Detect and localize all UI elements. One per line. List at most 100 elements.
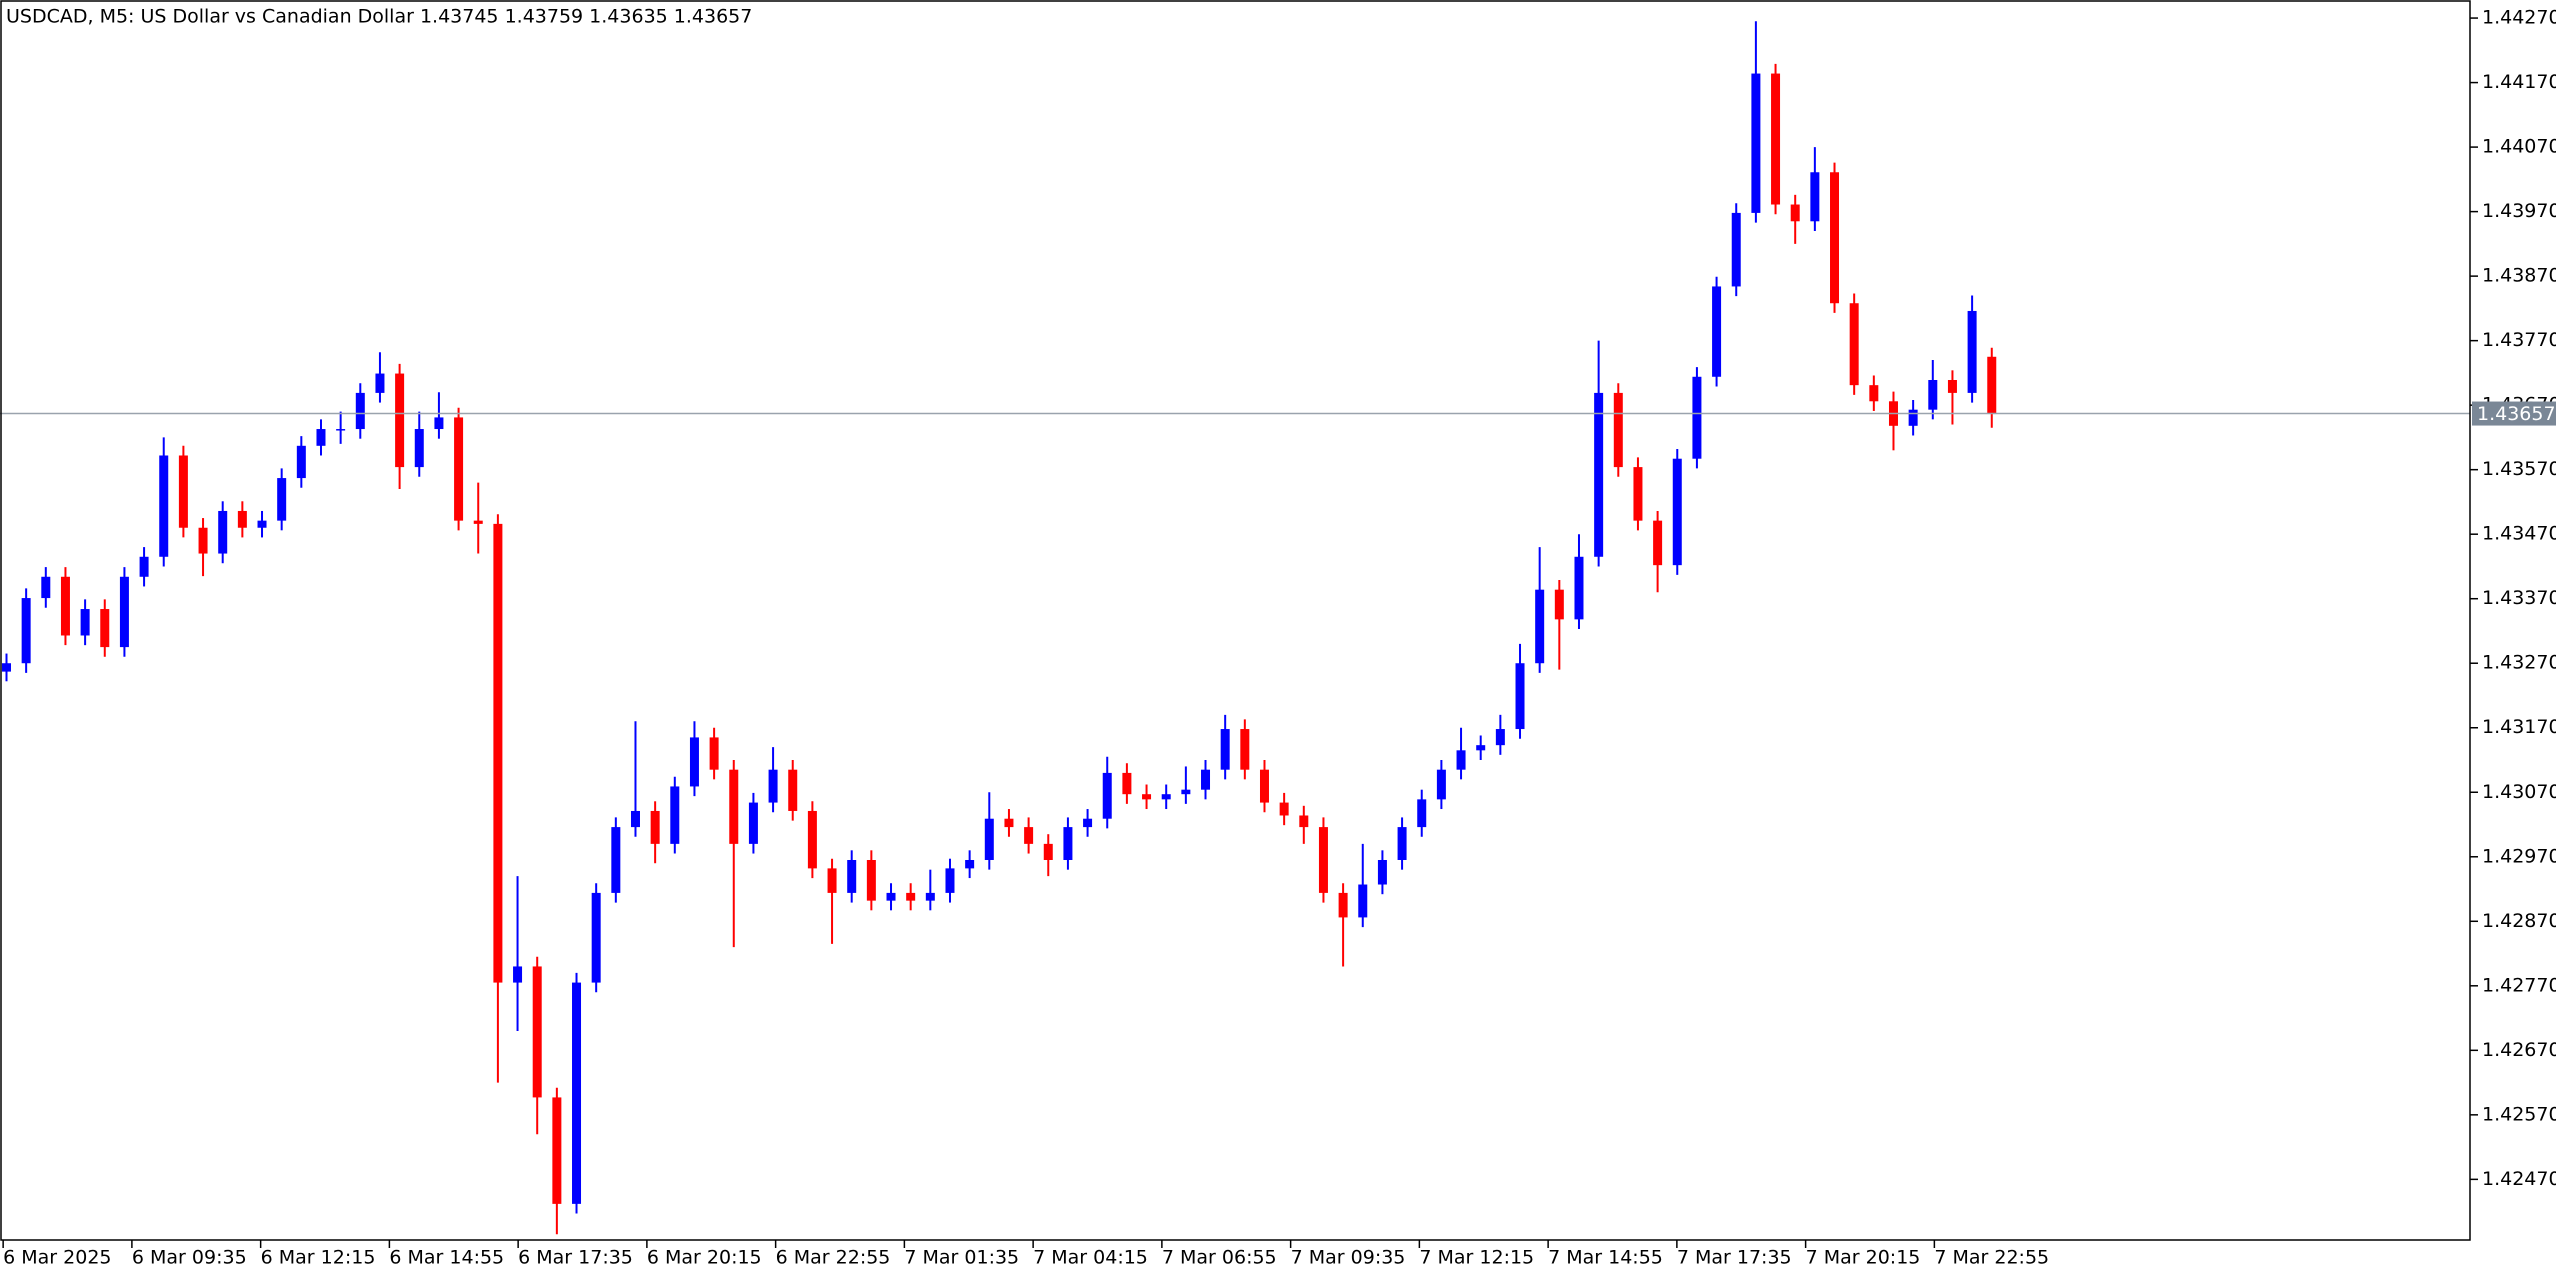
- y-tick-label: 1.43770: [2482, 329, 2556, 351]
- x-tick-label: 7 Mar 22:55: [1934, 1247, 2049, 1269]
- plot-frame: [0, 0, 2471, 1241]
- candle-body: [1397, 827, 1407, 860]
- candle-body: [1436, 769, 1446, 800]
- candle-body: [1259, 769, 1269, 803]
- candle-body: [336, 429, 346, 431]
- candle-body: [1, 663, 11, 672]
- candle-body: [1338, 892, 1348, 918]
- candle-body: [1712, 286, 1722, 377]
- candle-body: [1967, 310, 1977, 393]
- candle-body: [650, 810, 660, 844]
- candle-body: [532, 966, 542, 1098]
- candle-body: [748, 802, 758, 844]
- candle-body: [1908, 409, 1918, 426]
- candle-body: [1495, 729, 1505, 746]
- candle-body: [1043, 843, 1053, 860]
- plot-area: [0, 21, 2470, 1235]
- candle-body: [886, 892, 896, 901]
- candle-body: [119, 576, 129, 648]
- candle-body: [552, 1097, 562, 1204]
- chart-title: USDCAD, M5: US Dollar vs Canadian Dollar…: [6, 6, 752, 28]
- candle-body: [454, 417, 464, 521]
- x-tick-label: 7 Mar 04:15: [1033, 1247, 1148, 1269]
- y-tick-label: 1.42470: [2482, 1168, 2556, 1190]
- candle-body: [945, 868, 955, 893]
- x-tick-label: 6 Mar 22:55: [776, 1247, 891, 1269]
- candle-body: [1633, 467, 1643, 521]
- x-tick-label: 7 Mar 12:15: [1419, 1247, 1534, 1269]
- candle-body: [689, 737, 699, 787]
- x-tick-label: 7 Mar 06:55: [1162, 1247, 1277, 1269]
- y-tick-label: 1.44170: [2482, 71, 2556, 93]
- candle-body: [1456, 750, 1466, 770]
- candle-body: [1731, 212, 1741, 287]
- candle-body: [178, 455, 188, 528]
- candle-body: [1181, 789, 1191, 795]
- candle-body: [41, 576, 51, 599]
- candle-body: [1653, 520, 1663, 566]
- candle-body: [670, 786, 680, 844]
- candle-body: [1672, 458, 1682, 566]
- candle-body: [866, 860, 876, 901]
- candle-body: [1613, 392, 1623, 468]
- candle-body: [788, 769, 798, 811]
- candle-body: [493, 523, 503, 983]
- candle-body: [1987, 356, 1997, 414]
- candle-body: [1574, 556, 1584, 620]
- candle-body: [257, 520, 267, 528]
- x-tick-label: 6 Mar 14:55: [389, 1247, 504, 1269]
- candle-body: [434, 417, 444, 430]
- candle-body: [1004, 818, 1014, 828]
- candle-body: [80, 609, 90, 636]
- y-tick-label: 1.43170: [2482, 716, 2556, 738]
- candle-body: [1142, 794, 1152, 800]
- candle-body: [355, 392, 365, 430]
- candle-body: [21, 598, 31, 664]
- candle-body: [395, 373, 405, 468]
- candle-body: [1810, 172, 1820, 222]
- y-tick-label: 1.43570: [2482, 458, 2556, 480]
- candle-body: [198, 527, 208, 554]
- candle-body: [1751, 73, 1761, 213]
- candle-body: [847, 860, 857, 893]
- candle-body: [1083, 818, 1093, 828]
- candle-body: [296, 445, 306, 479]
- y-tick-label: 1.43470: [2482, 523, 2556, 545]
- candle-body: [1377, 860, 1387, 885]
- candle-body: [572, 982, 582, 1204]
- y-tick-label: 1.43270: [2482, 652, 2556, 674]
- candle-body: [1102, 772, 1112, 819]
- candle-body: [1928, 380, 1938, 410]
- candle-body: [1122, 772, 1132, 795]
- y-tick-label: 1.42870: [2482, 910, 2556, 932]
- candle-body: [906, 892, 916, 901]
- candle-body: [709, 737, 719, 770]
- candle-body: [1240, 729, 1250, 770]
- candle-body: [218, 510, 228, 554]
- candle-body: [1947, 380, 1957, 393]
- candle-body: [1554, 589, 1564, 620]
- y-tick-label: 1.43370: [2482, 587, 2556, 609]
- y-tick-label: 1.43070: [2482, 781, 2556, 803]
- x-tick-label: 6 Mar 09:35: [132, 1247, 247, 1269]
- x-tick-label: 7 Mar 14:55: [1548, 1247, 1663, 1269]
- candle-body: [1476, 745, 1486, 751]
- candle-body: [925, 892, 935, 901]
- price-label-box: [2472, 401, 2556, 426]
- candle-body: [768, 769, 778, 803]
- candle-body: [611, 827, 621, 893]
- candle-body: [827, 868, 837, 893]
- candle-body: [1358, 884, 1368, 918]
- candle-body: [237, 510, 247, 528]
- candle-body: [1417, 799, 1427, 828]
- candle-body: [984, 818, 994, 860]
- candle-body: [1771, 73, 1781, 205]
- y-tick-label: 1.42570: [2482, 1103, 2556, 1125]
- y-tick-label: 1.44270: [2482, 7, 2556, 29]
- candle-body: [1535, 589, 1545, 664]
- candle-body: [100, 609, 110, 648]
- y-tick-label: 1.42670: [2482, 1039, 2556, 1061]
- price-label: 1.43657: [2477, 403, 2556, 425]
